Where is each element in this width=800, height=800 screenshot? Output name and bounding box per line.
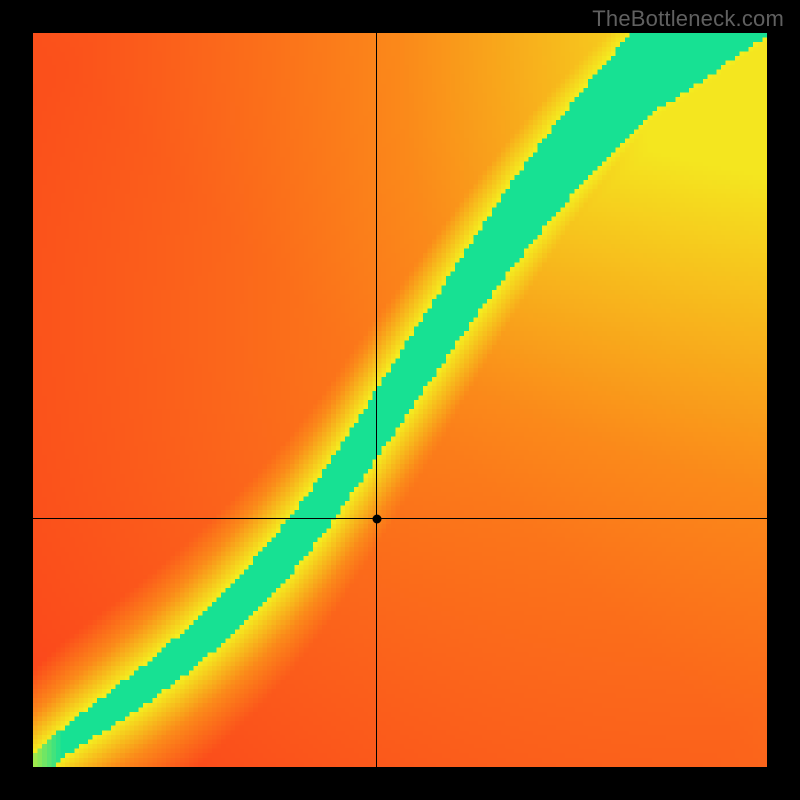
crosshair-horizontal [33, 518, 767, 519]
watermark-text: TheBottleneck.com [592, 6, 784, 32]
crosshair-marker [372, 514, 381, 523]
heatmap-canvas [33, 33, 767, 767]
heatmap-plot [33, 33, 767, 767]
crosshair-vertical [376, 33, 377, 767]
chart-container: TheBottleneck.com [0, 0, 800, 800]
